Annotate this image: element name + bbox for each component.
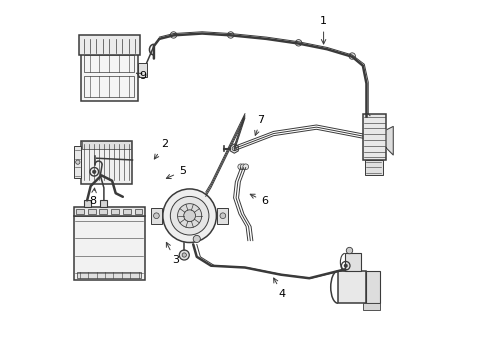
Bar bbox=[99, 209, 107, 214]
Circle shape bbox=[171, 32, 177, 38]
Bar bbox=[151, 208, 162, 224]
Bar bbox=[111, 209, 119, 214]
Text: 2: 2 bbox=[154, 139, 168, 159]
Text: 5: 5 bbox=[166, 166, 186, 179]
Bar bbox=[74, 207, 145, 216]
Bar bbox=[84, 76, 134, 97]
Text: 6: 6 bbox=[250, 194, 268, 206]
Text: 1: 1 bbox=[320, 17, 327, 44]
Text: 7: 7 bbox=[255, 114, 265, 135]
Text: 8: 8 bbox=[90, 188, 97, 206]
Text: 9: 9 bbox=[137, 71, 147, 81]
Bar bbox=[218, 208, 228, 224]
Polygon shape bbox=[386, 126, 393, 155]
Bar bbox=[138, 63, 147, 77]
Bar bbox=[345, 253, 361, 271]
Bar bbox=[76, 209, 84, 214]
Bar bbox=[81, 141, 132, 184]
Bar bbox=[74, 146, 81, 178]
Bar bbox=[77, 272, 142, 278]
Circle shape bbox=[344, 264, 347, 267]
Bar bbox=[338, 271, 366, 303]
Bar bbox=[135, 209, 143, 214]
Circle shape bbox=[193, 235, 200, 243]
Bar bbox=[365, 160, 383, 175]
Bar bbox=[123, 209, 131, 214]
Bar bbox=[82, 141, 131, 149]
Circle shape bbox=[346, 247, 353, 254]
Bar bbox=[100, 201, 107, 207]
Circle shape bbox=[238, 164, 244, 170]
Circle shape bbox=[232, 147, 237, 151]
Bar bbox=[84, 55, 134, 72]
Circle shape bbox=[163, 189, 217, 243]
Circle shape bbox=[243, 164, 248, 170]
Circle shape bbox=[179, 250, 189, 260]
Text: 3: 3 bbox=[167, 242, 179, 265]
Circle shape bbox=[349, 53, 355, 59]
Circle shape bbox=[227, 32, 234, 38]
Circle shape bbox=[93, 170, 96, 174]
Bar bbox=[83, 201, 91, 207]
Circle shape bbox=[184, 210, 196, 222]
Text: 4: 4 bbox=[274, 278, 286, 299]
Circle shape bbox=[177, 204, 202, 228]
Bar bbox=[74, 216, 145, 280]
Circle shape bbox=[153, 213, 159, 219]
Bar bbox=[81, 37, 138, 102]
Bar bbox=[79, 35, 140, 55]
Bar bbox=[364, 302, 380, 310]
Circle shape bbox=[171, 197, 209, 235]
Circle shape bbox=[182, 253, 186, 257]
Bar bbox=[363, 114, 386, 160]
Polygon shape bbox=[230, 144, 238, 153]
Circle shape bbox=[295, 40, 302, 46]
Bar bbox=[366, 271, 380, 303]
Circle shape bbox=[241, 164, 246, 170]
Circle shape bbox=[220, 213, 226, 219]
Circle shape bbox=[75, 160, 80, 164]
Bar bbox=[88, 209, 96, 214]
